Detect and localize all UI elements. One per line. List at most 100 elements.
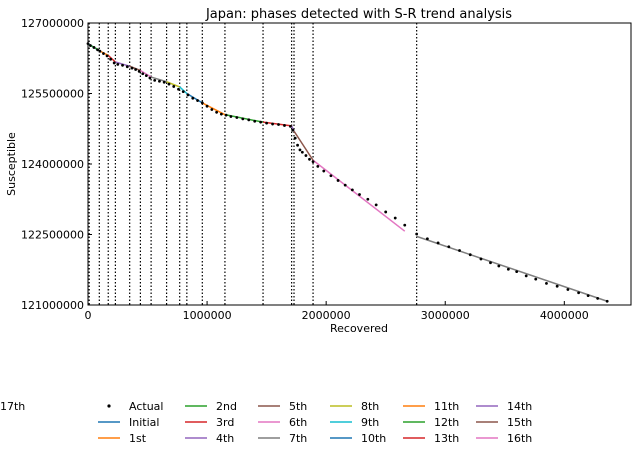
data-point xyxy=(283,124,286,127)
series-line xyxy=(140,69,152,78)
legend-label: 12th xyxy=(434,416,459,429)
legend-label: 4th xyxy=(216,432,234,445)
data-point xyxy=(311,160,315,164)
data-point xyxy=(121,63,124,67)
data-point xyxy=(350,188,354,192)
y-axis-ticks: 121000000 122500000 124000000 125500000 1270… xyxy=(21,17,92,312)
data-point xyxy=(524,274,528,278)
data-point xyxy=(596,297,600,300)
data-point xyxy=(425,237,429,241)
data-point xyxy=(116,62,120,66)
legend-label: 15th xyxy=(507,416,532,429)
series-line xyxy=(179,86,188,95)
data-point xyxy=(577,291,581,295)
data-point xyxy=(304,154,308,157)
change-point-lines xyxy=(88,23,418,305)
data-point xyxy=(130,66,134,70)
data-point xyxy=(224,113,228,117)
data-point xyxy=(308,157,311,161)
data-point xyxy=(545,281,548,285)
legend-label: 3rd xyxy=(216,416,234,429)
data-point xyxy=(112,61,116,65)
y-tick-label: 127000000 xyxy=(21,17,84,30)
data-point xyxy=(265,121,269,125)
data-point xyxy=(210,108,214,111)
data-point xyxy=(102,52,105,55)
series-line xyxy=(166,81,180,88)
data-point xyxy=(253,119,257,123)
data-point xyxy=(515,270,519,274)
data-point xyxy=(534,277,538,281)
data-point xyxy=(374,203,378,207)
data-point xyxy=(247,118,251,122)
legend-label: 5th xyxy=(289,400,307,413)
data-point xyxy=(497,264,501,268)
data-point xyxy=(158,79,161,83)
data-point xyxy=(403,223,407,227)
legend-label: Actual xyxy=(129,400,163,413)
data-point xyxy=(196,99,199,102)
data-point xyxy=(468,253,472,257)
data-point xyxy=(393,216,397,220)
data-point xyxy=(200,101,204,105)
data-point xyxy=(172,85,176,88)
y-tick-label: 124000000 xyxy=(21,158,84,171)
data-point xyxy=(162,80,166,84)
y-tick-label: 122500000 xyxy=(21,229,84,242)
y-tick-label: 121000000 xyxy=(21,299,84,312)
legend-label: 9th xyxy=(361,416,379,429)
plot-frame xyxy=(87,22,632,306)
data-point xyxy=(384,210,388,214)
legend-label: 17th xyxy=(0,400,25,413)
data-point xyxy=(586,294,590,297)
data-point xyxy=(447,245,451,249)
data-point xyxy=(296,143,299,147)
data-point xyxy=(191,96,195,100)
data-point xyxy=(506,267,510,271)
legend-label: 1st xyxy=(129,432,147,445)
data-point xyxy=(605,299,609,303)
data-point xyxy=(88,44,92,47)
legend-label: 6th xyxy=(289,416,307,429)
data-point xyxy=(167,82,171,86)
data-point xyxy=(134,68,138,71)
data-point xyxy=(277,123,280,126)
data-point xyxy=(316,164,320,168)
data-point xyxy=(205,104,209,108)
series-line xyxy=(293,130,314,161)
y-axis-label: Susceptible xyxy=(5,132,18,196)
data-point xyxy=(298,148,302,152)
series-line xyxy=(201,102,226,116)
data-point xyxy=(98,49,102,53)
chart-title: Japan: phases detected with S-R trend an… xyxy=(205,7,512,22)
data-point xyxy=(215,110,219,114)
legend-label: 13th xyxy=(434,432,459,445)
data-point xyxy=(415,232,419,236)
data-point xyxy=(177,87,180,91)
data-point xyxy=(458,249,461,252)
data-point xyxy=(336,179,340,182)
data-point xyxy=(300,150,304,154)
data-point xyxy=(141,72,145,76)
data-point xyxy=(329,174,333,178)
x-tick-label: 4000000 xyxy=(540,309,589,322)
data-point xyxy=(109,57,113,61)
data-point xyxy=(259,120,263,124)
data-point xyxy=(479,257,483,261)
data-point xyxy=(566,288,570,291)
legend-label: 14th xyxy=(507,400,532,413)
data-point xyxy=(343,183,347,187)
data-point xyxy=(96,48,99,52)
data-point xyxy=(92,46,96,49)
x-axis-label: Recovered xyxy=(330,322,388,335)
x-tick-label: 0 xyxy=(85,309,92,322)
data-point xyxy=(144,74,148,78)
data-point xyxy=(271,122,274,126)
data-point xyxy=(229,115,233,118)
legend-label: 16th xyxy=(507,432,532,445)
legend-label: 7th xyxy=(289,432,307,445)
series-lines xyxy=(87,43,608,302)
data-point xyxy=(241,117,245,121)
data-point xyxy=(153,78,157,82)
y-tick-label: 125500000 xyxy=(21,88,84,101)
